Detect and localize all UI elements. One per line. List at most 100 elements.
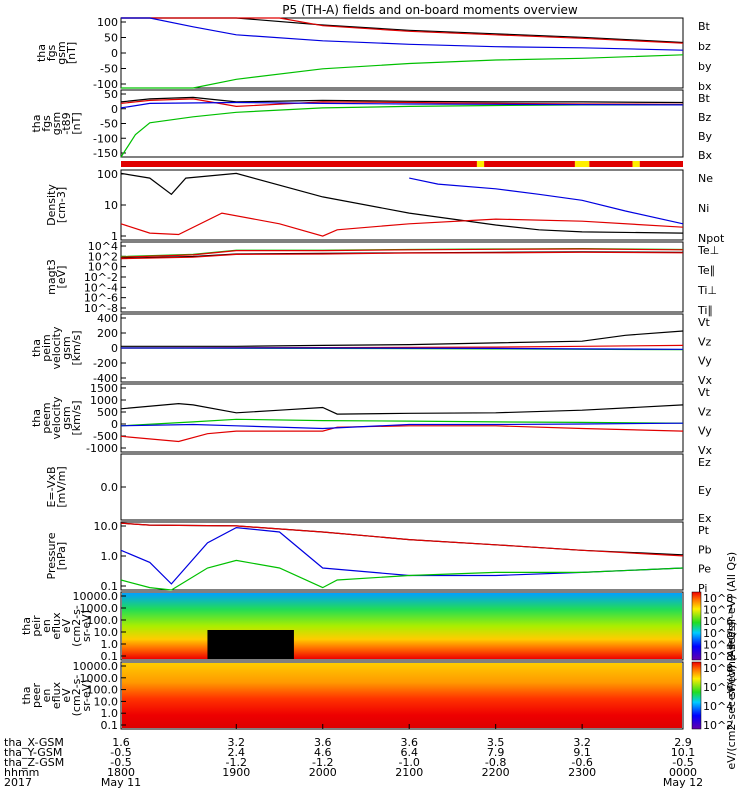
panel-0: 100 50 0 -50 -100 thafgsgsm[nT] Bt bz by bx bbox=[35, 16, 712, 93]
time-axis-value: -1.2 bbox=[312, 756, 333, 769]
colorbar-tick-label: 10^2 bbox=[703, 719, 733, 732]
series-By bbox=[120, 104, 683, 158]
legend-Vy: Vy bbox=[698, 425, 712, 438]
time-axis-value: -1.2 bbox=[226, 756, 247, 769]
date-end: May 12 bbox=[663, 776, 703, 789]
ytick-label: 100 bbox=[97, 168, 118, 181]
ylabel: Density[cm-3] bbox=[45, 184, 68, 226]
ytick-label: 10000.0 bbox=[73, 660, 119, 673]
ytick-label: 0.1 bbox=[101, 719, 119, 732]
time-axis-value: 2.4 bbox=[228, 746, 246, 759]
time-axis-value: -0.5 bbox=[110, 756, 131, 769]
time-axis-value: 3.5 bbox=[487, 736, 505, 749]
ylabel: thapeemvelocitygsm[km/s] bbox=[30, 396, 83, 439]
time-axis-row-label: tha_X-GSM bbox=[4, 736, 64, 749]
ytick-label: 10^4 bbox=[88, 240, 118, 253]
legend-Pt: Pt bbox=[698, 524, 710, 537]
ylabel: magt3[eV] bbox=[45, 259, 68, 295]
ytick-label: 200 bbox=[97, 327, 118, 340]
date-start: May 11 bbox=[101, 776, 141, 789]
legend-Bx: Bx bbox=[698, 149, 713, 162]
panel-10: 10^8 10^6 10^4 10^2eV/(cm2-sec-sr-eV) (All … bbox=[20, 621, 738, 769]
ytick-label: -50 bbox=[100, 118, 118, 131]
ytick-label: 10 bbox=[104, 199, 118, 212]
legend-Ex: Ex bbox=[698, 512, 712, 525]
mode-segment bbox=[589, 161, 633, 167]
legend-Vx: Vx bbox=[698, 374, 713, 387]
ytick-label: 0 bbox=[111, 342, 118, 355]
time-axis-value: -0.5 bbox=[110, 746, 131, 759]
time-axis-value: 2300 bbox=[568, 766, 596, 779]
ytick-label: 10000.0 bbox=[73, 590, 119, 603]
ytick-label: 10.0 bbox=[94, 626, 119, 639]
time-axis-value: 1800 bbox=[107, 766, 135, 779]
series-Vt bbox=[120, 402, 684, 415]
ytick-label: 1000.0 bbox=[80, 672, 119, 685]
ytick-label: 50 bbox=[104, 88, 118, 101]
legend-Pb: Pb bbox=[698, 543, 712, 556]
spectrogram-image bbox=[122, 593, 682, 659]
time-axis-row-label: hhmm bbox=[4, 766, 39, 779]
legend-Vz: Vz bbox=[698, 405, 712, 418]
ylabel: Pressure[nPa] bbox=[45, 532, 68, 579]
ytick-label: 100 bbox=[97, 16, 118, 29]
time-axis-value: -0.8 bbox=[485, 756, 506, 769]
ytick-label: 10.0 bbox=[94, 520, 119, 533]
ytick-label: 1000.0 bbox=[80, 602, 119, 615]
colorbar-tick-label: 10^7 bbox=[703, 604, 733, 617]
series-Vy bbox=[120, 418, 684, 427]
panel-6: 150010005000-500-1000thapeemvelocitygsm[… bbox=[30, 382, 713, 457]
series-Vx bbox=[120, 422, 684, 430]
time-axis-value: -0.6 bbox=[571, 756, 592, 769]
legend-Vy: Vy bbox=[698, 355, 712, 368]
ytick-label: 10^-8 bbox=[84, 302, 118, 315]
legend-Ti⊥: Ti⊥ bbox=[697, 284, 717, 297]
legend-Te∥: Te∥ bbox=[697, 264, 715, 277]
series-bz bbox=[121, 17, 684, 44]
colorbar-tick-label: 10^3 bbox=[703, 650, 733, 663]
panel-2 bbox=[121, 161, 683, 167]
legend-Npot: Npot bbox=[698, 232, 725, 245]
time-axis-value: 0000 bbox=[669, 766, 697, 779]
ytick-label: 100.0 bbox=[87, 684, 119, 697]
time-axis-value: 2100 bbox=[395, 766, 423, 779]
time-axis: 1.6 3.2 3.6 3.6 3.5 3.2 2.9 -0.5 2.4 4.6 6.4 7.9 9.1… bbox=[4, 724, 703, 789]
ytick-label: 0.1 bbox=[101, 580, 119, 593]
ytick-label: -100 bbox=[93, 78, 118, 91]
series-Pi bbox=[120, 526, 684, 585]
ytick-label: 1000 bbox=[90, 394, 118, 407]
legend-Vt: Vt bbox=[698, 316, 711, 329]
panel-3: 100 10 1 Density[cm-3] Ne Ni Npot bbox=[45, 168, 725, 245]
time-axis-value: -1.0 bbox=[398, 756, 419, 769]
time-axis-value: 2200 bbox=[482, 766, 510, 779]
ytick-label: 1.0 bbox=[101, 707, 119, 720]
ylabel: thafgsgsm-t89[nT] bbox=[30, 112, 83, 135]
ytick-label: -100 bbox=[93, 132, 118, 145]
time-axis-value: 7.9 bbox=[487, 746, 505, 759]
series-Pe bbox=[120, 559, 684, 591]
time-axis-value: 1900 bbox=[222, 766, 250, 779]
colorbar-tick-label: 10^8 bbox=[703, 592, 733, 605]
legend-Bz: Bz bbox=[698, 111, 712, 124]
ytick-label: -1000 bbox=[86, 442, 118, 455]
legend-bx: bx bbox=[698, 80, 712, 93]
colorbar bbox=[691, 661, 702, 730]
time-axis-value: 2000 bbox=[309, 766, 337, 779]
ylabel: E=-VxB[mV/m] bbox=[45, 466, 68, 507]
legend-Pe: Pe bbox=[698, 563, 711, 576]
ytick-label: 1500 bbox=[90, 382, 118, 395]
colorbar-tick-label: 10^4 bbox=[703, 638, 733, 651]
legend-Ti∥: Ti∥ bbox=[697, 304, 713, 317]
mode-segment bbox=[121, 161, 477, 167]
spectrogram-image bbox=[122, 663, 682, 728]
legend-Ey: Ey bbox=[698, 484, 712, 497]
series-by bbox=[121, 54, 684, 89]
ytick-label: 0 bbox=[111, 47, 118, 60]
time-axis-value: 3.2 bbox=[573, 736, 591, 749]
mode-segment bbox=[476, 161, 485, 167]
legend-By: By bbox=[698, 130, 713, 143]
colorbar-label: eV/(cm2-sec-sr-eV) (All Qs) bbox=[725, 621, 738, 769]
series-Vt bbox=[121, 330, 684, 347]
ytick-label: 10.0 bbox=[94, 695, 119, 708]
panel-frame bbox=[120, 453, 684, 521]
